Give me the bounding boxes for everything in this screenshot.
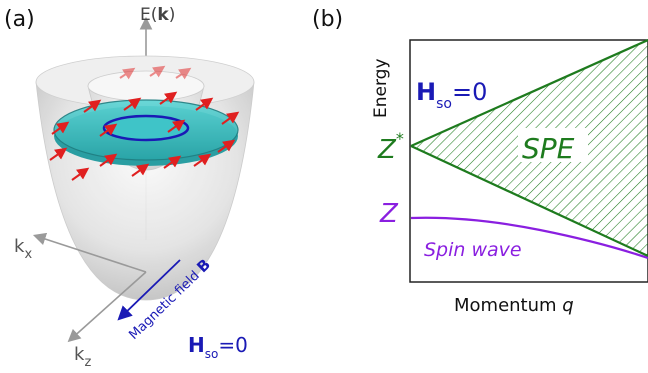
energy-axis-label: E(k) [140,5,175,25]
kx-label: kx [14,236,32,262]
spe-label-bg [518,128,588,162]
spin-arrow [119,67,136,80]
spin-arrow [49,147,68,161]
spin-arrow [83,99,102,113]
kz-label: kz [74,344,91,370]
spin-arrow [193,153,212,167]
spin-arrow [71,167,90,181]
zstar-label: Z* [377,129,404,165]
hso-label-a: Hso=0 [188,333,248,361]
spe-upper-boundary [410,38,648,148]
spin-arrow [149,65,166,78]
hso-label-b: Hso=0 [416,78,487,112]
spin-arrow [195,97,214,111]
spin-arrow [167,119,186,133]
spin-arrow [99,153,118,167]
panel-a: (a) E(k) [4,5,255,370]
spe-lower-boundary [410,145,648,257]
kz-axis [67,271,147,343]
spin-arrow [131,163,150,177]
spin-arrow [99,123,118,137]
kx-axis [32,232,147,273]
panel-a-label: (a) [4,7,35,32]
panel-b-label: (b) [312,7,343,32]
spin-arrow [221,111,240,125]
spin-wave-curve [410,216,648,260]
spin-arrow [163,155,182,169]
z-label: Z [379,199,399,229]
spin-arrows [49,65,240,181]
spe-label: SPE [522,132,575,165]
y-axis-label: Energy [371,58,391,118]
spin-arrow [123,97,142,111]
x-axis-label: Momentum q [454,295,574,316]
panel-b: (b) Energy SPE Spin wave Hso=0 Z* Z Mome… [312,7,648,316]
inner-paraboloid-rim [87,70,205,102]
spin-wave-label: Spin wave [424,239,522,261]
magnetic-field-arrow [117,259,181,321]
spin-arrow [217,139,236,153]
spin-arrow [51,121,70,135]
spin-arrow [159,91,178,105]
spin-arrow [175,67,192,80]
inner-fermi-ring [102,114,190,142]
